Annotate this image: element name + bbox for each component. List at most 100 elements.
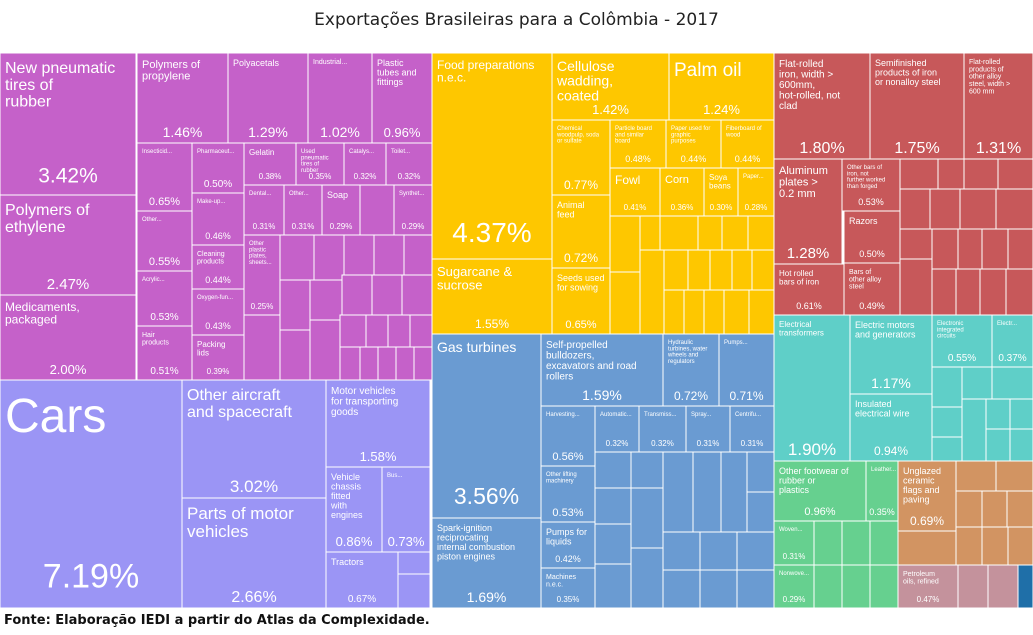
treemap-tile-label: Gas turbines bbox=[437, 339, 516, 355]
treemap-tile bbox=[431, 333, 542, 519]
treemap-tile-label: tubes and bbox=[377, 67, 417, 77]
treemap-tile-value: 0.39% bbox=[207, 367, 230, 376]
treemap-tile-label: Gelatin bbox=[249, 148, 274, 157]
treemap-tile-value: 0.32% bbox=[606, 439, 629, 448]
treemap-filler-tile bbox=[630, 451, 664, 489]
treemap-tile-label: Leather... bbox=[871, 467, 896, 473]
treemap-tile-label: Flat-rolled bbox=[779, 59, 823, 70]
treemap-filler-tile bbox=[594, 451, 632, 489]
treemap-tile bbox=[431, 517, 542, 609]
treemap-tile-value: 2.47% bbox=[47, 276, 90, 293]
treemap-tile bbox=[136, 142, 193, 212]
treemap-tile-label: Bars of bbox=[849, 269, 871, 276]
treemap-tile-value: 0.32% bbox=[651, 439, 674, 448]
treemap-tile-label: Paper... bbox=[743, 174, 764, 180]
treemap-filler-tile bbox=[736, 569, 775, 609]
treemap-filler-tile bbox=[929, 188, 961, 230]
treemap-filler-tile bbox=[987, 564, 1019, 609]
treemap-tile-label: steel bbox=[849, 284, 864, 291]
treemap-tile-value: 0.56% bbox=[552, 451, 583, 463]
treemap-tile-label: n.e.c. bbox=[546, 581, 563, 588]
treemap-tile-label: and similar bbox=[615, 132, 644, 138]
treemap-tile-value: 4.37% bbox=[452, 217, 531, 248]
treemap-filler-tile bbox=[662, 569, 701, 609]
treemap-tile-label: iron, not bbox=[847, 171, 869, 177]
treemap-tile-label: Corn bbox=[665, 174, 689, 186]
treemap-tile-value: 0.31% bbox=[253, 222, 276, 231]
treemap-tile bbox=[773, 263, 845, 316]
treemap-tile bbox=[540, 405, 596, 467]
treemap-tile bbox=[191, 244, 245, 290]
treemap-tile-value: 1.69% bbox=[467, 589, 507, 605]
treemap-tile bbox=[136, 270, 193, 327]
treemap-tile-label: Nonwove... bbox=[779, 571, 809, 577]
treemap-tile-label: n.e.c. bbox=[437, 71, 466, 85]
treemap-tile-value: 0.67% bbox=[348, 594, 376, 605]
treemap-tile-value: 1.31% bbox=[976, 140, 1021, 157]
treemap-tile-value: 0.55% bbox=[149, 256, 180, 268]
treemap-filler-tile bbox=[997, 158, 1033, 190]
treemap-tile-label: 0.2 mm bbox=[779, 188, 816, 200]
treemap-tile-label: Insecticid... bbox=[142, 149, 172, 155]
treemap-tile-label: Polyacetals bbox=[233, 58, 280, 68]
treemap-tile-label: Other bbox=[249, 241, 264, 247]
treemap-tile-label: propylene bbox=[142, 71, 190, 83]
treemap-tile-value: 0.41% bbox=[624, 203, 647, 212]
treemap-tile bbox=[737, 167, 775, 217]
treemap-tile-label: sucrose bbox=[437, 278, 483, 293]
treemap-tile-label: vehicles bbox=[187, 522, 248, 541]
treemap-tile-label: ethylene bbox=[5, 219, 66, 236]
treemap-tile-value: 0.48% bbox=[625, 154, 651, 164]
treemap-filler-tile bbox=[1009, 398, 1033, 430]
treemap-tile bbox=[325, 551, 399, 609]
treemap-tile-value: 0.69% bbox=[910, 514, 944, 528]
treemap-filler-tile bbox=[957, 564, 989, 609]
treemap-tile bbox=[773, 520, 815, 566]
treemap-tile-label: Particle board bbox=[615, 126, 652, 132]
treemap-tile-label: sheets... bbox=[249, 260, 272, 266]
treemap-tile-label: Transmiss... bbox=[644, 412, 677, 418]
treemap-tile-value: 0.86% bbox=[336, 534, 373, 549]
treemap-tile-label: Self-propelled bbox=[546, 340, 608, 351]
treemap-filler-tile bbox=[720, 451, 748, 533]
treemap-tile bbox=[609, 119, 667, 169]
treemap-tile-label: Machines bbox=[546, 574, 576, 581]
treemap-tile-label: excavators and road bbox=[546, 361, 637, 372]
treemap-tile bbox=[191, 334, 245, 381]
treemap-filler-tile bbox=[937, 158, 965, 190]
treemap-tile-label: steel, width > bbox=[969, 81, 1010, 88]
treemap-tile-label: Used bbox=[301, 149, 315, 155]
treemap-tile-label: Spark-ignition bbox=[437, 523, 492, 533]
treemap-filler-tile bbox=[841, 564, 871, 609]
treemap-tile bbox=[897, 564, 959, 609]
treemap-filler-tile bbox=[869, 520, 899, 566]
treemap-filler-tile bbox=[841, 520, 871, 566]
treemap-filler-tile bbox=[961, 398, 987, 462]
treemap-tile-value: 0.43% bbox=[205, 321, 231, 331]
treemap-tile-label: Tractors bbox=[331, 557, 364, 567]
treemap-tile-value: 0.50% bbox=[859, 249, 885, 259]
treemap-tile-label: goods bbox=[331, 407, 358, 418]
treemap-filler-tile bbox=[683, 289, 705, 335]
treemap-tile-value: 1.02% bbox=[320, 124, 360, 140]
treemap-tile-label: New pneumatic bbox=[5, 60, 115, 77]
treemap-tile-value: 0.31% bbox=[741, 439, 764, 448]
treemap-filler-tile bbox=[723, 289, 750, 335]
treemap-tile-label: hot-rolled, not bbox=[779, 91, 840, 102]
treemap-tile-value: 1.75% bbox=[894, 140, 939, 157]
treemap-tile-label: Paper used for bbox=[671, 126, 710, 132]
treemap-filler-tile bbox=[931, 406, 963, 438]
treemap-tile-label: 600mm, bbox=[779, 80, 815, 91]
treemap-tile-value: 1.28% bbox=[787, 245, 830, 262]
treemap-tile bbox=[897, 460, 957, 532]
treemap-filler-tile bbox=[931, 366, 963, 408]
treemap-tile bbox=[243, 184, 285, 236]
treemap-tile-label: and generators bbox=[855, 329, 916, 339]
treemap-tile-value: 1.90% bbox=[788, 440, 836, 459]
treemap-tile-value: 0.47% bbox=[917, 595, 940, 604]
treemap-tile-label: graphic bbox=[671, 132, 691, 138]
treemap-tile bbox=[371, 52, 433, 144]
treemap-filler-tile bbox=[609, 271, 641, 335]
treemap-tile-value: 0.65% bbox=[149, 196, 180, 208]
treemap-filler-tile bbox=[995, 460, 1033, 492]
